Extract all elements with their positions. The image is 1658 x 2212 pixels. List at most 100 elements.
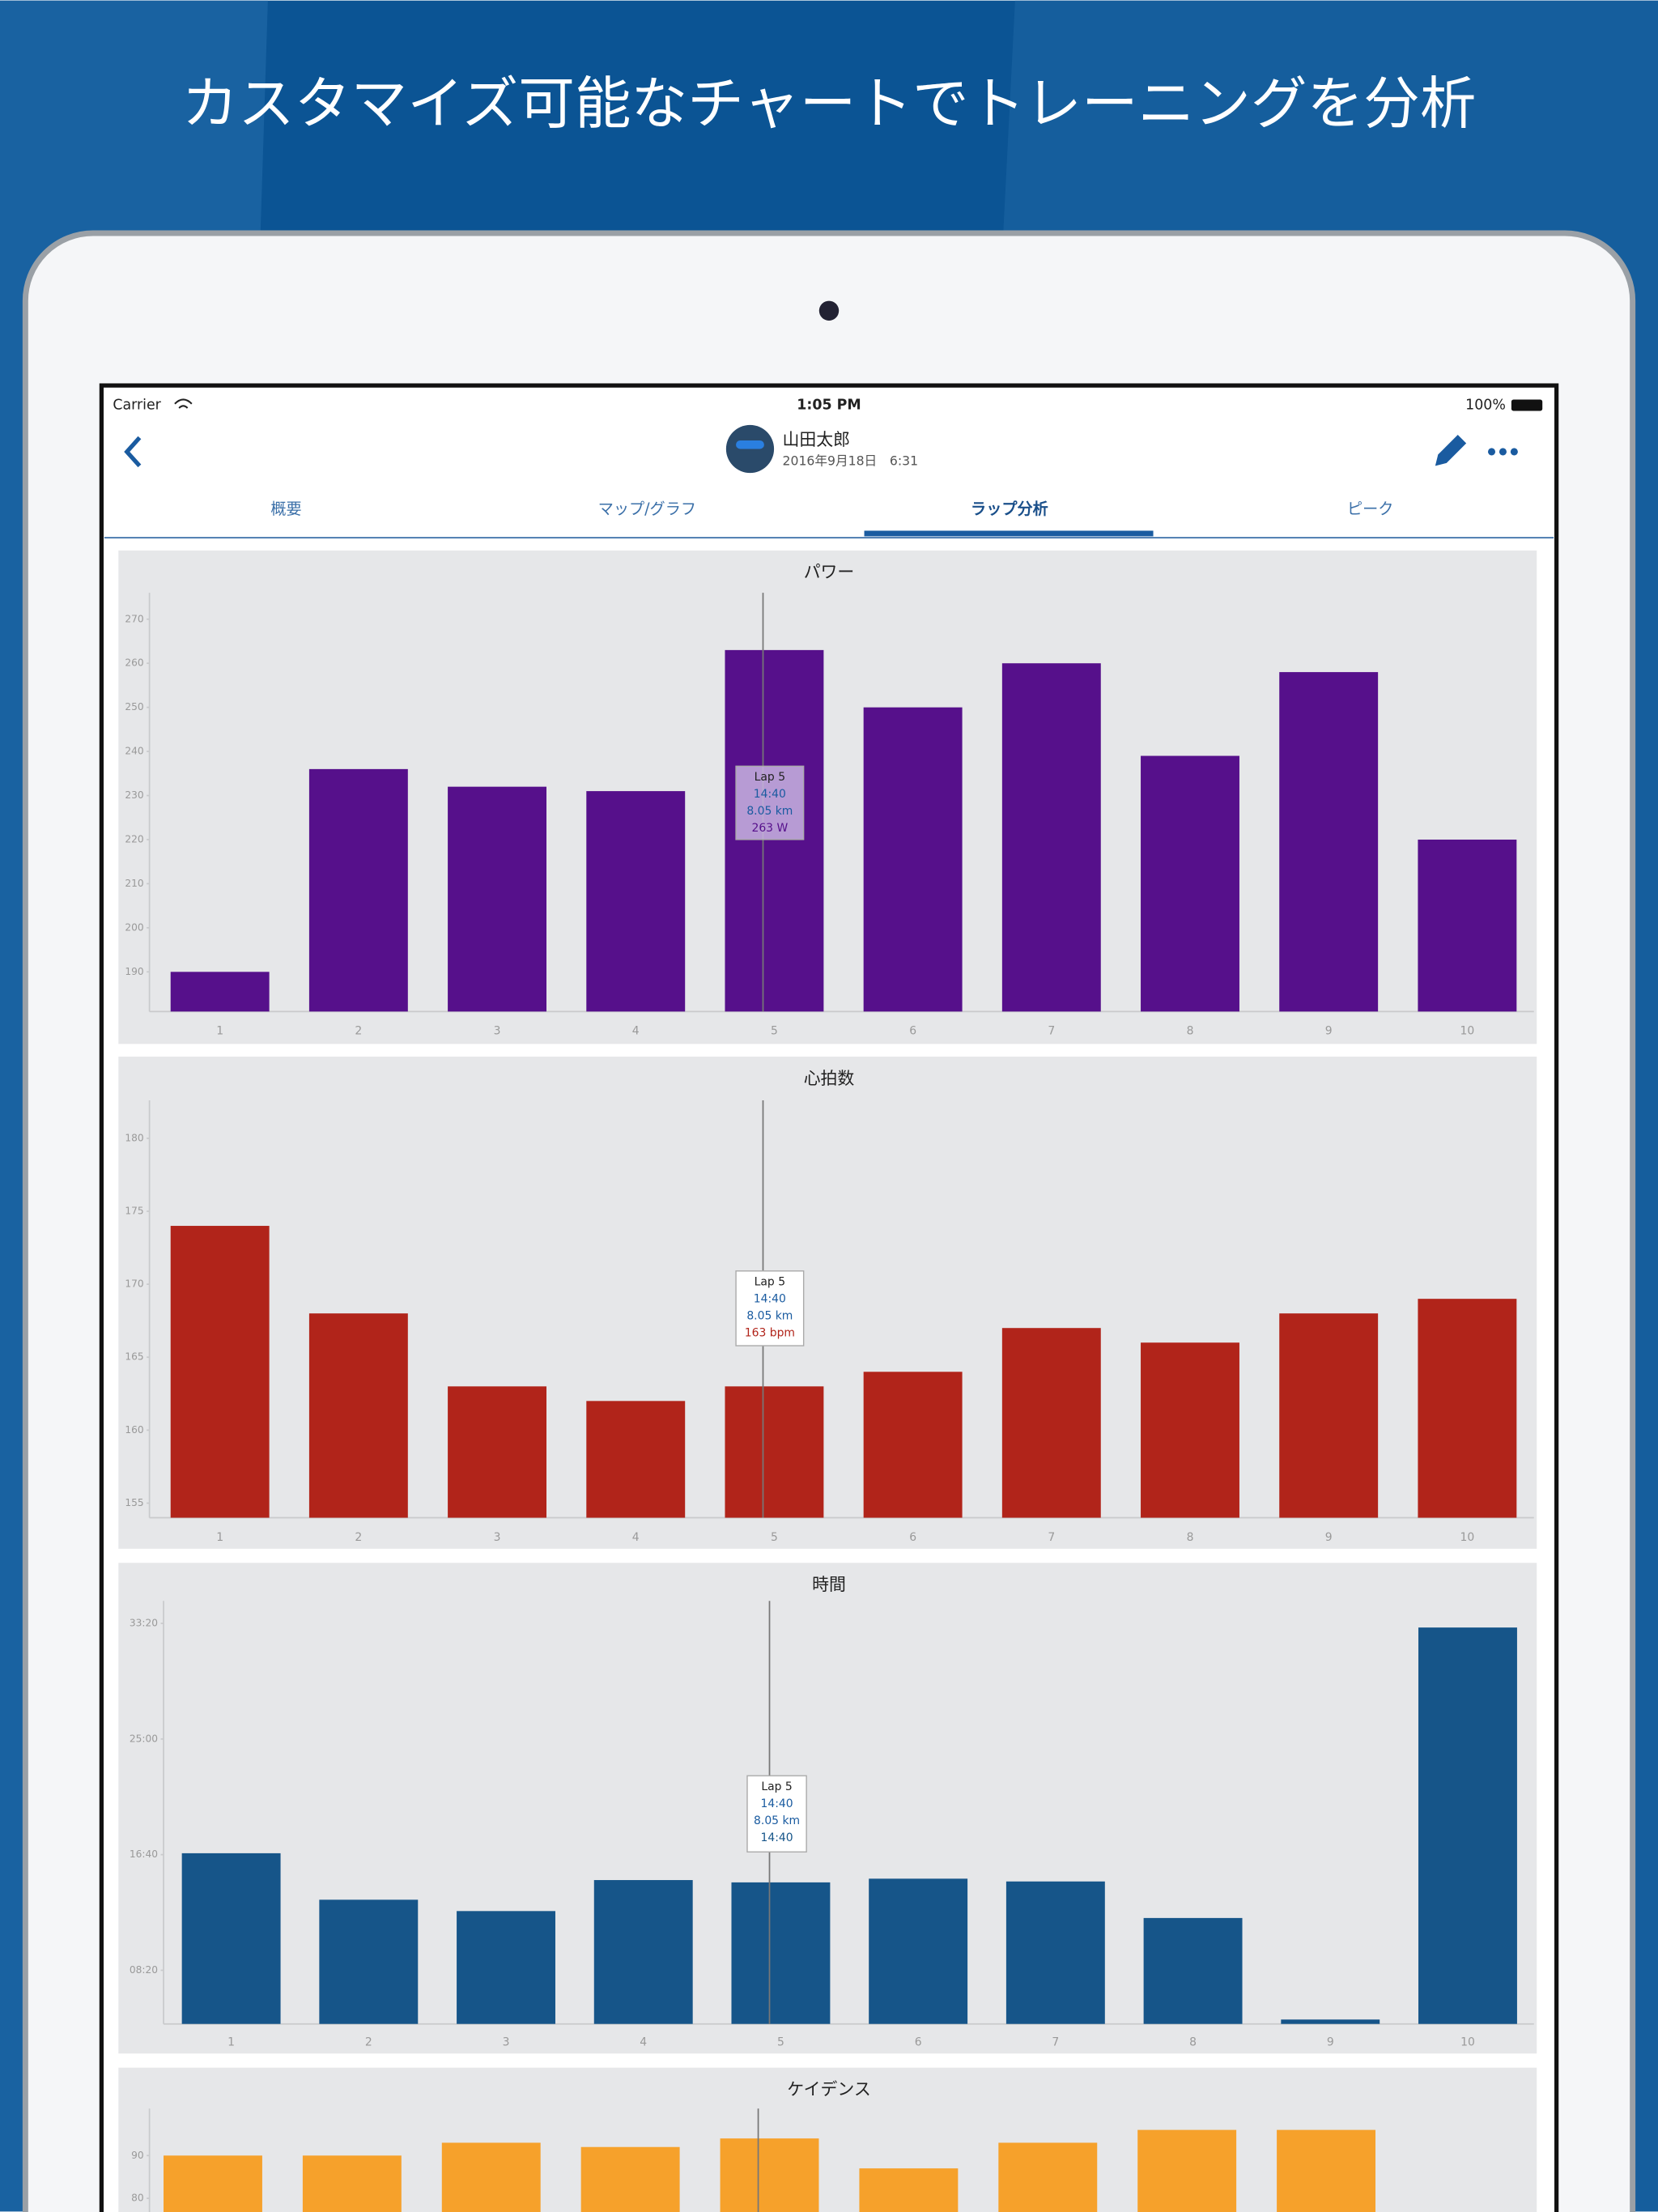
wifi-icon: [174, 398, 193, 409]
battery-text: 100%: [1465, 397, 1506, 413]
x-tick-label: 9: [1325, 1025, 1333, 1038]
x-tick-label: 9: [1327, 2035, 1334, 2048]
y-tick-label: 155: [125, 1497, 143, 1508]
bar: [725, 1386, 824, 1518]
tooltip-value: 263 W: [751, 822, 788, 835]
bar: [1279, 672, 1379, 1012]
y-tick-label: 230: [125, 789, 143, 801]
bar: [1137, 2129, 1237, 2212]
bar: [1001, 663, 1101, 1012]
bar: [448, 1386, 547, 1518]
x-tick-label: 4: [632, 1531, 640, 1544]
back-button[interactable]: [124, 436, 142, 468]
user-name: 山田太郎: [783, 430, 850, 449]
y-tick-label: 33:20: [130, 1617, 158, 1628]
edit-button[interactable]: [1435, 435, 1467, 466]
tooltip-distance: 8.05 km: [746, 1309, 793, 1322]
tooltip-value: 163 bpm: [745, 1326, 795, 1339]
bar: [1005, 1881, 1105, 2024]
tab-active[interactable]: ラップ分析: [971, 500, 1048, 518]
x-tick-label: 4: [640, 2035, 647, 2048]
chart-title: 心拍数: [804, 1069, 855, 1088]
y-tick-label: 240: [125, 746, 143, 757]
camera: [818, 300, 840, 321]
chart-title: ケイデンス: [787, 2080, 871, 2099]
bar: [580, 2146, 680, 2212]
y-tick-label: 270: [125, 613, 143, 624]
x-tick-label: 6: [909, 1025, 916, 1038]
tab[interactable]: ピーク: [1347, 500, 1393, 518]
x-tick-label: 7: [1048, 1025, 1055, 1038]
x-tick-label: 8: [1187, 1025, 1194, 1038]
tooltip-lap: Lap 5: [755, 771, 785, 784]
tooltip-distance: 8.05 km: [746, 805, 793, 818]
x-tick-label: 10: [1460, 1025, 1475, 1038]
tooltip-time: 14:40: [754, 1293, 786, 1306]
tab[interactable]: 概要: [270, 500, 301, 518]
y-tick-label: 260: [125, 657, 143, 669]
bar: [863, 1372, 963, 1518]
y-tick-label: 160: [125, 1424, 143, 1436]
bar: [731, 1882, 831, 2024]
bar: [586, 791, 686, 1012]
bar: [302, 2155, 402, 2212]
y-tick-label: 250: [125, 701, 143, 713]
y-tick-label: 210: [125, 878, 143, 889]
bar: [1418, 839, 1517, 1012]
tooltip-time: 14:40: [761, 1797, 793, 1810]
x-tick-label: 8: [1189, 2035, 1197, 2048]
bar: [1001, 1328, 1101, 1518]
tooltip-distance: 8.05 km: [754, 1814, 800, 1827]
x-tick-label: 6: [915, 2035, 922, 2048]
x-tick-label: 8: [1187, 1531, 1194, 1544]
banner-title: カスタマイズ可能なチャートでトレーニングを分析: [182, 71, 1477, 137]
x-tick-label: 1: [227, 2035, 235, 2048]
bar: [1418, 1299, 1517, 1518]
x-tick-label: 9: [1325, 1531, 1333, 1544]
bar: [720, 2138, 819, 2212]
tooltip-value: 14:40: [761, 1831, 793, 1844]
x-tick-label: 10: [1460, 1531, 1475, 1544]
x-tick-label: 5: [771, 1025, 778, 1038]
bar: [319, 1899, 419, 2024]
tooltip-lap: Lap 5: [761, 1780, 792, 1793]
x-tick-label: 7: [1048, 1531, 1055, 1544]
tooltip: [735, 1270, 805, 1346]
tab[interactable]: マップ/グラフ: [598, 500, 696, 518]
bar: [448, 786, 547, 1012]
bar: [1141, 1342, 1239, 1518]
x-tick-label: 1: [216, 1025, 223, 1038]
more-button[interactable]: [1487, 448, 1518, 456]
x-tick-label: 3: [494, 1531, 501, 1544]
bar: [593, 1880, 693, 2024]
x-tick-label: 5: [777, 2035, 784, 2048]
chart-title: 時間: [812, 1575, 846, 1594]
bar: [1143, 1917, 1243, 2024]
y-tick-label: 190: [125, 966, 143, 977]
bar: [1281, 2019, 1380, 2024]
bar: [863, 707, 963, 1012]
battery-icon: [1511, 399, 1543, 411]
x-tick-label: 5: [771, 1531, 778, 1544]
bar: [308, 768, 408, 1012]
y-tick-label: 08:20: [130, 1964, 158, 1976]
y-tick-label: 175: [125, 1206, 143, 1217]
x-tick-label: 3: [503, 2035, 510, 2048]
bar: [1277, 2129, 1376, 2212]
y-tick-label: 180: [125, 1132, 143, 1143]
bar: [869, 1878, 968, 2024]
y-tick-label: 200: [125, 921, 143, 933]
y-tick-label: 90: [131, 2150, 144, 2161]
bar: [1279, 1313, 1379, 1518]
status-time: 1:05 PM: [797, 397, 861, 413]
y-tick-label: 25:00: [130, 1733, 158, 1744]
bar: [1141, 755, 1239, 1012]
bar: [308, 1313, 408, 1518]
x-tick-label: 2: [355, 1531, 362, 1544]
bar: [441, 2142, 541, 2212]
y-tick-label: 16:40: [130, 1848, 158, 1860]
tooltip: [746, 1775, 807, 1853]
bar: [859, 2168, 959, 2212]
